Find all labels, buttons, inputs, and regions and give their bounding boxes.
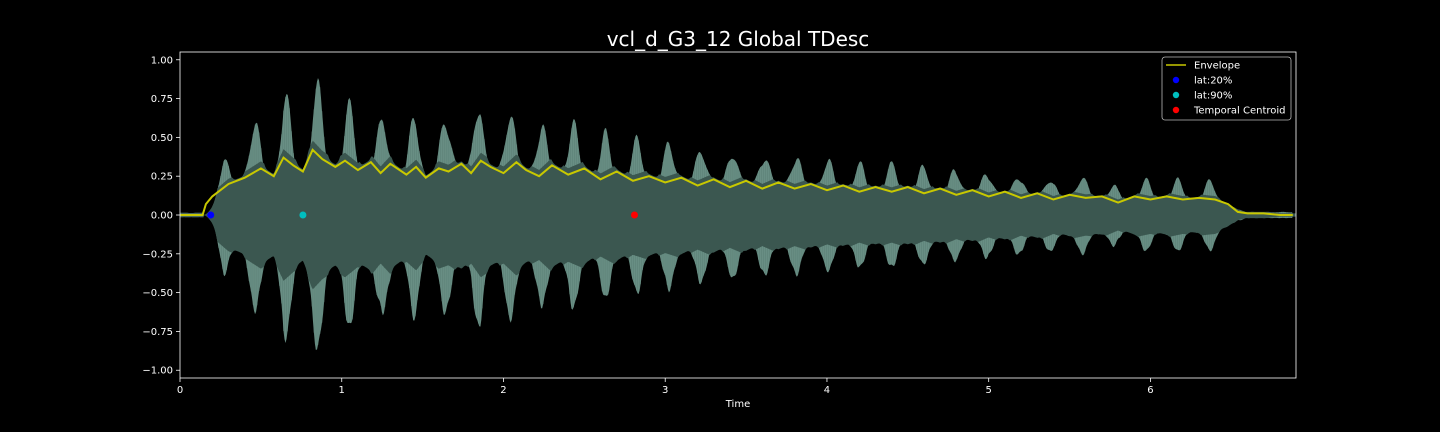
- x-axis-label: Time: [725, 399, 750, 410]
- legend-box: [1161, 56, 1292, 121]
- legend[interactable]: Envelope lat:20% lat:90% Temporal Centroid: [1161, 56, 1292, 121]
- x-tick-label: 5: [986, 385, 992, 396]
- legend-swatch-temporal-centroid: [1172, 106, 1180, 114]
- legend-label-lat-90: lat:90%: [1194, 91, 1232, 102]
- x-tick-label: 3: [662, 385, 668, 396]
- y-tick-label: 0.50: [151, 133, 173, 144]
- y-tick-label: 1.00: [151, 55, 173, 66]
- y-tick-label: 0.25: [151, 172, 173, 183]
- x-tick-label: 2: [500, 385, 506, 396]
- temporal-centroid-marker: [630, 211, 638, 219]
- x-tick-label: 1: [339, 385, 345, 396]
- legend-label-envelope: Envelope: [1194, 61, 1240, 72]
- plot-area: [180, 78, 1296, 350]
- legend-swatch-lat-20: [1172, 76, 1180, 84]
- envelope-line: [180, 148, 1293, 216]
- lat-90-marker: [299, 211, 307, 219]
- waveform-body: [180, 140, 1296, 290]
- y-tick-label: −1.00: [142, 366, 173, 377]
- y-tick-label: −0.25: [142, 249, 173, 260]
- legend-label-temporal-centroid: Temporal Centroid: [1193, 106, 1286, 117]
- lat-20-marker: [207, 211, 215, 219]
- waveform-texture: [218, 78, 1293, 350]
- legend-label-lat-20: lat:20%: [1194, 76, 1232, 87]
- plot-content: [180, 78, 1296, 350]
- x-tick-label: 4: [824, 385, 830, 396]
- axes: 0 1 2 3 4 5 6 1.00 0.75 0.50 0.25 0.00 −0.25 −0.50 −0.…: [142, 51, 1297, 396]
- legend-swatch-lat-90: [1172, 91, 1180, 99]
- x-tick-label: 0: [177, 385, 183, 396]
- x-tick-label: 6: [1147, 385, 1153, 396]
- y-tick-label: 0.00: [151, 211, 173, 222]
- y-tick-label: −0.75: [142, 327, 173, 338]
- y-tick-label: −0.50: [142, 288, 173, 299]
- chart-title: vcl_d_G3_12 Global TDesc: [607, 27, 870, 51]
- y-tick-label: 0.75: [151, 94, 173, 105]
